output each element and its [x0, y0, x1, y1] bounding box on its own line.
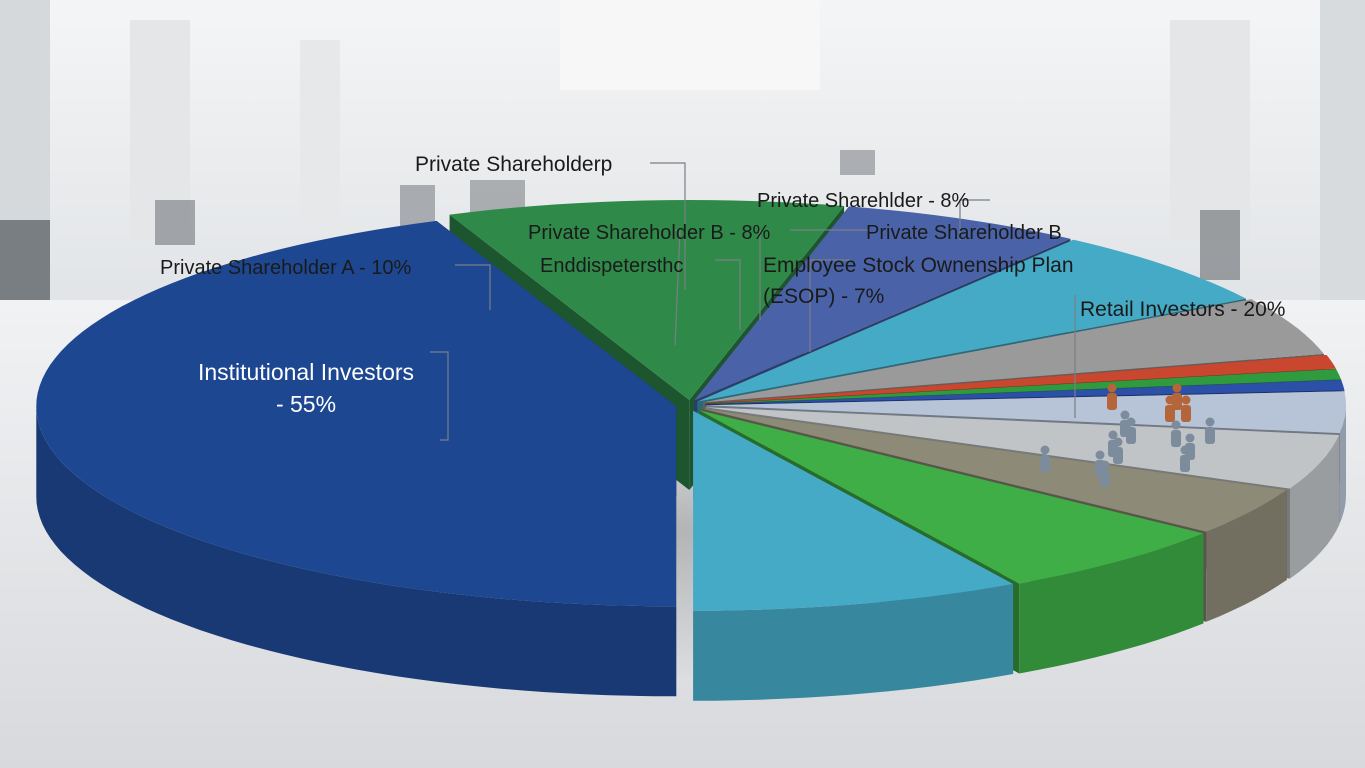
person-figure-icon	[1126, 417, 1136, 444]
slice-light-blue	[693, 410, 1014, 701]
leader-lines	[430, 162, 1076, 441]
leader-line	[674, 229, 681, 346]
leader-line	[809, 259, 850, 352]
label-line: Employee Stock Ownenship Plan	[763, 254, 1074, 277]
slice-institutional-investors	[36, 220, 677, 697]
label-line: Retail Investors - 20%	[1080, 298, 1285, 321]
leader-line	[715, 259, 741, 330]
label-retail: Retail Investors - 20%	[1080, 298, 1285, 321]
person-figure-icon	[1205, 417, 1215, 444]
label-line: Enddispetersthc	[540, 255, 683, 277]
label-inst: Institutional Investors - 55%	[198, 359, 414, 417]
people-figures	[1040, 383, 1215, 487]
label-line: (ESOP) - 7%	[763, 285, 884, 308]
label-psB8: Private Shareholder B - 8%	[528, 222, 771, 244]
label-psB: Private Shareholder B	[866, 222, 1062, 244]
person-figure-icon	[1165, 395, 1175, 422]
label-line: Institutional Investors	[198, 359, 414, 385]
person-figure-icon	[1040, 445, 1050, 472]
person-figure-icon	[1100, 460, 1110, 487]
person-figure-icon	[1113, 437, 1123, 464]
slice-labels: Institutional Investors - 55% Private Shar…	[160, 153, 1285, 417]
label-esop: Employee Stock Ownenship Plan (ESOP) - 7%	[763, 254, 1074, 308]
label-ps8: Private Sharehlder - 8%	[757, 190, 970, 212]
leader-line	[430, 351, 449, 441]
label-line: - 55%	[276, 391, 336, 417]
label-endd: Enddispetersthc	[540, 255, 683, 277]
leader-line	[959, 199, 990, 240]
person-figure-icon	[1171, 420, 1181, 447]
person-figure-icon	[1172, 383, 1182, 410]
leader-line	[650, 162, 686, 290]
label-line: Private Shareholder B	[866, 222, 1062, 244]
label-line: Private Sharehlder - 8%	[757, 190, 970, 212]
label-psA: Private Shareholder A - 10%	[160, 257, 411, 279]
label-psP: Private Shareholderp	[415, 153, 612, 176]
person-figure-icon	[1107, 383, 1117, 410]
label-line: Private Shareholder A - 10%	[160, 257, 411, 279]
label-line: Private Shareholderp	[415, 153, 612, 176]
person-figure-icon	[1180, 445, 1190, 472]
label-line: Private Shareholder B - 8%	[528, 222, 771, 244]
person-figure-icon	[1181, 395, 1191, 422]
leader-line	[455, 264, 491, 310]
